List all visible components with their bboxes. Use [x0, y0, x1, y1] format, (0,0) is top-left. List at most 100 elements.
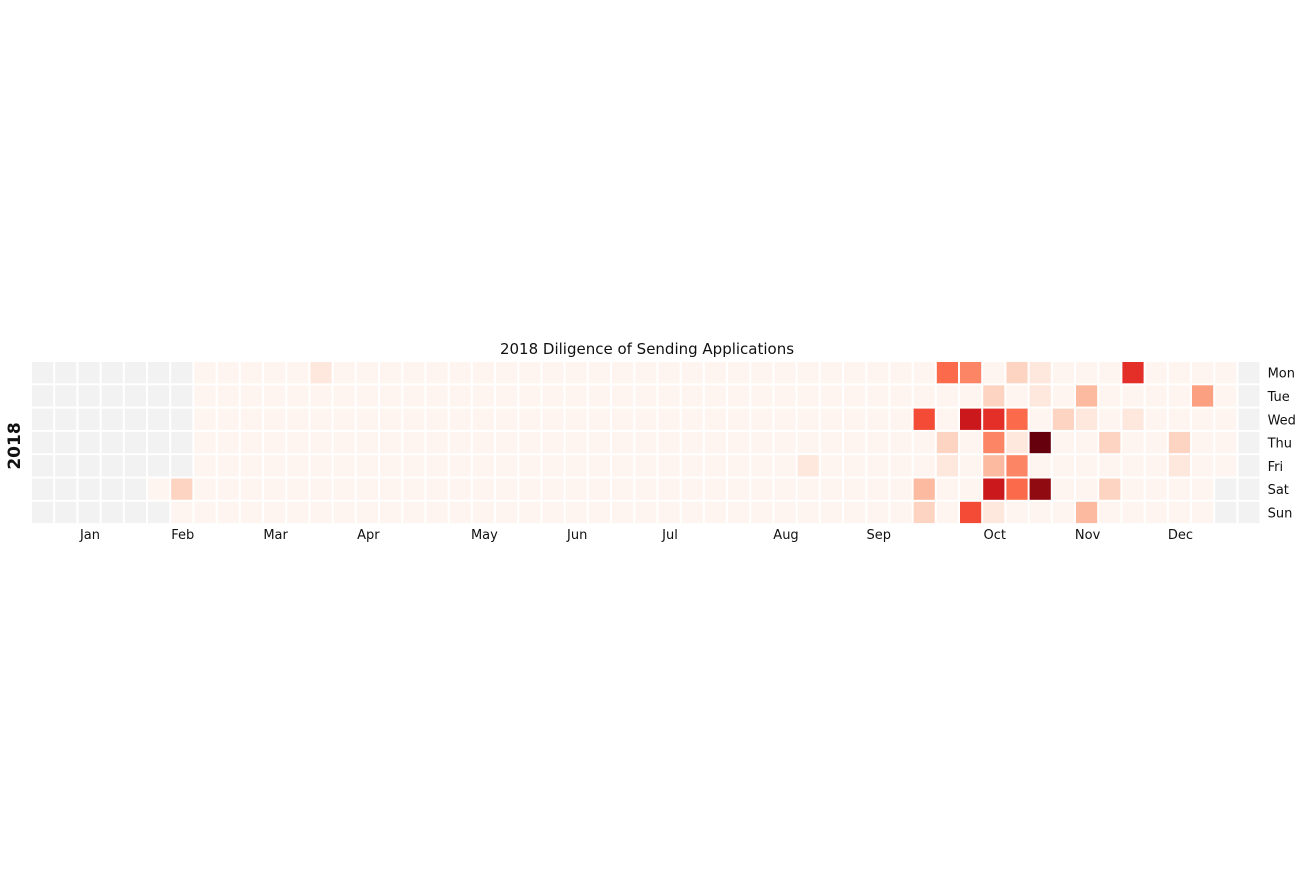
heatmap-cell	[194, 501, 216, 524]
heatmap-cell	[78, 501, 100, 524]
heatmap-cell	[1145, 408, 1167, 430]
heatmap-cell	[519, 501, 541, 524]
heatmap-cell	[380, 408, 402, 430]
heatmap-cell	[751, 408, 773, 430]
heatmap-cell	[820, 408, 842, 430]
heatmap-cell	[287, 501, 309, 524]
heatmap-cell	[287, 455, 309, 477]
heatmap-cell	[1006, 431, 1028, 454]
heatmap-cell	[867, 385, 889, 407]
heatmap-cell	[635, 478, 657, 500]
heatmap-cell	[1238, 478, 1260, 500]
heatmap-cell	[960, 385, 982, 407]
heatmap-cell	[1029, 501, 1051, 524]
heatmap-cell	[1238, 385, 1260, 407]
heatmap-cell	[612, 455, 634, 477]
heatmap-cell	[264, 501, 286, 524]
heatmap-cell	[449, 408, 471, 430]
heatmap-cell	[1076, 385, 1098, 407]
heatmap-cell	[264, 408, 286, 430]
heatmap-cell	[264, 455, 286, 477]
heatmap-cell	[936, 431, 958, 454]
weekday-labels: Mon Tue Wed Thu Fri Sat Sun	[1267, 367, 1296, 522]
heatmap-cell	[403, 455, 425, 477]
heatmap-cell	[101, 431, 123, 454]
heatmap-cell	[101, 385, 123, 407]
heatmap-cell	[194, 362, 216, 384]
heatmap-cell	[774, 408, 796, 430]
heatmap-cell	[681, 501, 703, 524]
heatmap-cell	[1099, 455, 1121, 477]
heatmap-cell	[820, 362, 842, 384]
heatmap-cell	[960, 501, 982, 524]
heatmap-cell	[658, 362, 680, 384]
heatmap-cell	[890, 431, 912, 454]
heatmap-cell	[542, 501, 564, 524]
heatmap-cell	[797, 408, 819, 430]
heatmap-cell	[449, 431, 471, 454]
heatmap-cell	[1029, 362, 1051, 384]
month-label: Jul	[661, 528, 678, 543]
heatmap-cell	[728, 455, 750, 477]
heatmap-cell	[101, 478, 123, 500]
month-label: Jan	[79, 528, 100, 543]
heatmap-cell	[32, 408, 54, 430]
heatmap-cell	[1192, 455, 1214, 477]
heatmap-cell	[774, 501, 796, 524]
heatmap-cell	[1192, 478, 1214, 500]
heatmap-cell	[797, 455, 819, 477]
heatmap-cell	[426, 478, 448, 500]
heatmap-cell	[101, 501, 123, 524]
heatmap-cell	[426, 408, 448, 430]
heatmap-cell	[472, 385, 494, 407]
heatmap-cell	[333, 408, 355, 430]
heatmap-cell	[124, 478, 146, 500]
heatmap-cell	[1145, 478, 1167, 500]
heatmap-cell	[496, 478, 518, 500]
heatmap-cell	[1029, 431, 1051, 454]
heatmap-cell	[1029, 478, 1051, 500]
heatmap-cell	[426, 362, 448, 384]
heatmap-cell	[890, 455, 912, 477]
heatmap-cell	[960, 431, 982, 454]
heatmap-cell	[612, 408, 634, 430]
heatmap-cell	[356, 478, 378, 500]
heatmap-cell	[913, 501, 935, 524]
heatmap-cell	[1076, 362, 1098, 384]
heatmap-cell	[936, 362, 958, 384]
heatmap-cell	[960, 408, 982, 430]
heatmap-cell	[171, 362, 193, 384]
heatmap-cell	[496, 408, 518, 430]
heatmap-cell	[78, 455, 100, 477]
heatmap-cell	[960, 362, 982, 384]
heatmap-cell	[983, 362, 1005, 384]
heatmap-cell	[496, 362, 518, 384]
heatmap-cell	[519, 478, 541, 500]
heatmap-cell	[681, 478, 703, 500]
heatmap-cell	[983, 431, 1005, 454]
heatmap-cell	[867, 478, 889, 500]
heatmap-cell	[565, 431, 587, 454]
heatmap-cell	[55, 385, 77, 407]
heatmap-cell	[588, 455, 610, 477]
heatmap-cell	[124, 362, 146, 384]
heatmap-cell	[333, 362, 355, 384]
heatmap-cell	[1076, 455, 1098, 477]
heatmap-cell	[380, 478, 402, 500]
heatmap-cell	[1122, 362, 1144, 384]
heatmap-cell	[310, 455, 332, 477]
heatmap-cell	[1238, 431, 1260, 454]
month-label: Mar	[263, 528, 288, 543]
heatmap-cell	[797, 431, 819, 454]
chart-title: 2018 Diligence of Sending Applications	[500, 340, 794, 358]
heatmap-cell	[333, 385, 355, 407]
heatmap-cell	[356, 455, 378, 477]
heatmap-cell	[704, 385, 726, 407]
heatmap-cell	[1099, 501, 1121, 524]
heatmap-cell	[171, 501, 193, 524]
heatmap-cell	[1099, 408, 1121, 430]
heatmap-cell	[797, 501, 819, 524]
heatmap-cell	[728, 431, 750, 454]
heatmap-cell	[751, 455, 773, 477]
heatmap-cell	[704, 478, 726, 500]
